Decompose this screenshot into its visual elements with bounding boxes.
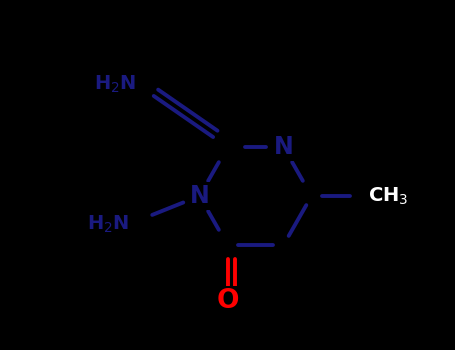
Text: N: N xyxy=(190,184,209,208)
Text: H$_2$N: H$_2$N xyxy=(87,214,130,235)
Text: CH$_3$: CH$_3$ xyxy=(368,186,408,206)
Text: H$_2$N: H$_2$N xyxy=(94,74,136,95)
Text: O: O xyxy=(216,288,239,314)
Text: N: N xyxy=(273,135,293,159)
